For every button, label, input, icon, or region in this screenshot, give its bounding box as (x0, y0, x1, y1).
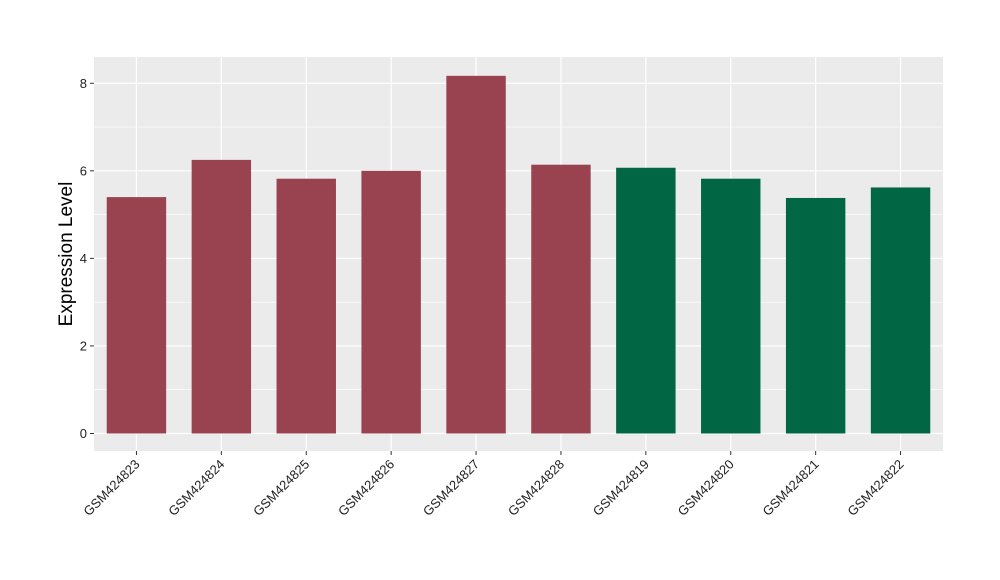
y-tick-label: 4 (80, 251, 87, 266)
x-tick-label: GSM424823 (80, 457, 142, 519)
x-tick-label: GSM424821 (760, 457, 822, 519)
bar (531, 164, 591, 434)
x-tick-label: GSM424820 (675, 457, 737, 519)
x-tick-label: GSM424822 (844, 457, 906, 519)
bar (870, 187, 931, 434)
bar (785, 197, 846, 434)
x-tick-label: GSM424828 (505, 457, 567, 519)
x-tick-label: GSM424825 (250, 457, 312, 519)
bar (191, 159, 252, 434)
bar (361, 170, 421, 434)
bar (276, 178, 336, 434)
x-tick-label: GSM424826 (335, 457, 397, 519)
bar (701, 178, 761, 434)
x-tick-label: GSM424824 (165, 457, 227, 519)
bars (106, 75, 931, 434)
bar (446, 75, 506, 434)
x-axis: GSM424823 GSM424824 GSM424825 GSM424826 GSM4… (80, 451, 907, 519)
y-tick-label: 6 (80, 163, 87, 178)
y-tick-label: 0 (80, 426, 87, 441)
bar (106, 197, 167, 434)
bar (616, 167, 676, 434)
x-tick-label: GSM424819 (590, 457, 652, 519)
y-axis-title: Expression Level (56, 182, 77, 327)
y-tick-label: 2 (80, 338, 87, 353)
y-tick-label: 8 (80, 76, 87, 91)
y-axis: 0 2 4 6 8 (80, 76, 94, 441)
x-tick-label: GSM424827 (420, 457, 482, 519)
